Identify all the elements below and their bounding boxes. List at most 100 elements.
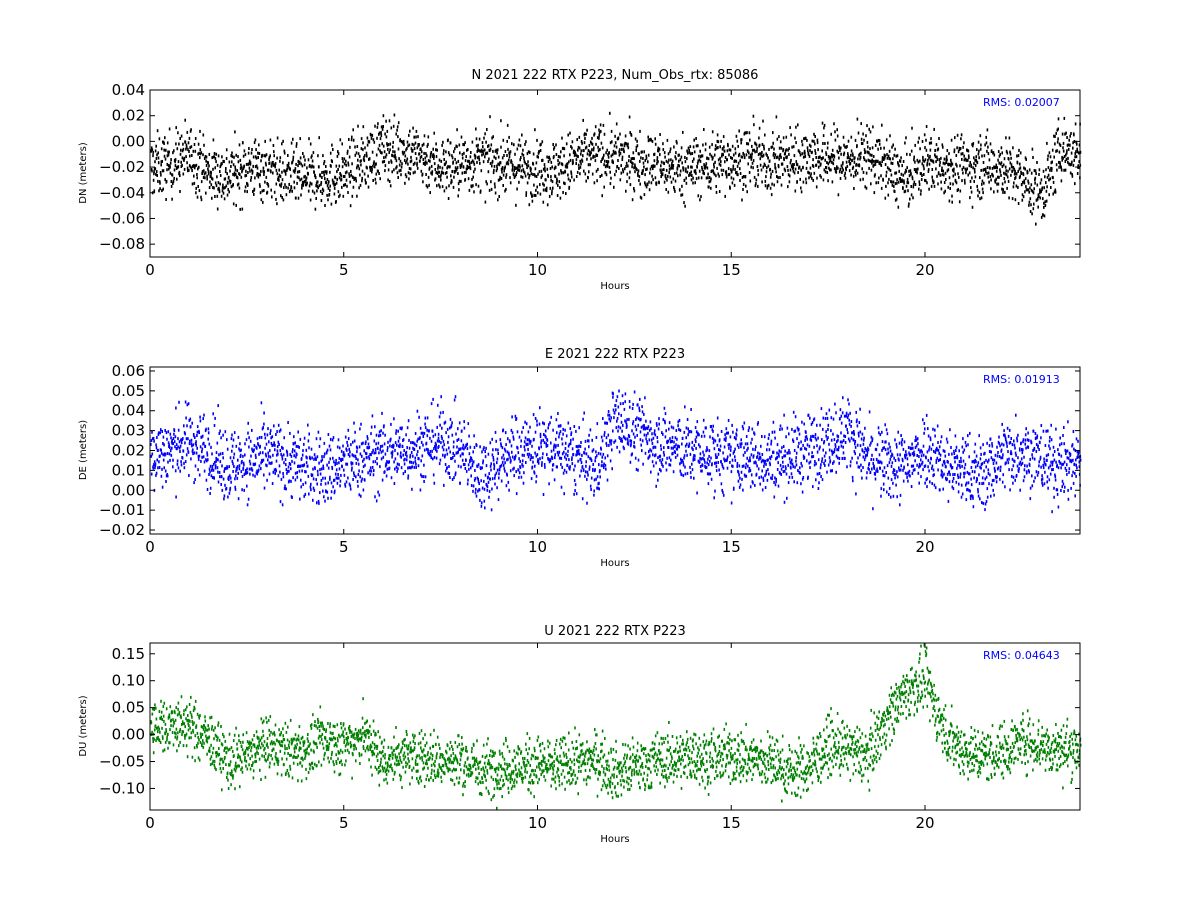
data-point <box>337 168 339 171</box>
data-point <box>897 180 900 184</box>
data-point <box>612 392 614 396</box>
data-point <box>578 146 581 150</box>
data-point <box>754 184 757 188</box>
data-point <box>593 478 596 482</box>
data-point <box>575 158 578 162</box>
data-point <box>612 149 615 153</box>
data-point <box>454 166 457 170</box>
data-point <box>359 452 362 456</box>
data-point <box>713 165 715 169</box>
data-point <box>806 138 808 142</box>
data-point <box>606 164 609 168</box>
data-point <box>580 441 582 444</box>
data-point <box>593 132 596 136</box>
data-point <box>645 437 647 441</box>
data-point <box>795 160 798 164</box>
data-point <box>547 426 549 430</box>
data-point <box>829 155 832 159</box>
data-point <box>692 145 695 149</box>
data-point <box>609 459 612 463</box>
data-point <box>740 138 743 142</box>
data-point <box>458 143 461 147</box>
data-point <box>468 159 470 163</box>
data-point <box>398 463 400 467</box>
data-point <box>252 190 254 194</box>
data-point <box>193 451 196 455</box>
data-point <box>163 142 165 145</box>
data-point <box>218 190 221 194</box>
data-point <box>756 146 758 150</box>
data-point <box>746 142 748 146</box>
data-point <box>964 167 967 171</box>
data-point <box>955 154 958 157</box>
data-point <box>596 486 598 490</box>
data-point <box>505 187 507 191</box>
data-point <box>225 157 228 160</box>
data-point <box>265 442 268 446</box>
data-point <box>468 434 470 438</box>
data-point <box>960 133 963 137</box>
data-point <box>900 172 903 176</box>
data-point <box>604 456 606 460</box>
data-point <box>240 175 243 179</box>
data-point <box>219 460 222 464</box>
data-point <box>1034 176 1037 180</box>
data-point <box>471 464 474 468</box>
data-point <box>654 445 657 449</box>
data-point <box>506 123 509 127</box>
data-point <box>591 148 593 152</box>
data-point <box>861 142 864 145</box>
data-point <box>1013 181 1015 185</box>
data-point <box>427 142 429 146</box>
data-point <box>439 411 442 415</box>
data-point <box>429 436 431 440</box>
data-point <box>588 465 591 469</box>
data-point <box>669 175 672 179</box>
data-point <box>792 169 795 173</box>
data-point <box>843 151 846 155</box>
data-point <box>482 461 484 465</box>
data-point <box>496 457 499 461</box>
data-point <box>510 428 513 432</box>
data-point <box>165 198 167 201</box>
data-point <box>685 176 687 180</box>
data-point <box>771 182 773 186</box>
data-point <box>316 469 319 473</box>
data-point <box>562 171 565 175</box>
data-point <box>869 147 871 151</box>
data-point <box>470 185 473 189</box>
data-point <box>718 174 720 178</box>
data-point <box>179 174 181 177</box>
data-point <box>368 455 370 459</box>
data-point <box>356 164 359 168</box>
data-point <box>543 441 546 445</box>
data-point <box>751 161 754 165</box>
data-point <box>366 166 368 170</box>
data-point <box>957 150 960 154</box>
data-point <box>528 203 531 207</box>
data-point <box>207 169 210 173</box>
data-point <box>578 135 581 139</box>
data-point <box>462 165 465 169</box>
data-point <box>901 179 904 183</box>
data-point <box>366 143 369 147</box>
data-point <box>697 194 700 198</box>
data-point <box>256 469 258 473</box>
data-point <box>318 461 320 465</box>
data-point <box>590 151 592 155</box>
data-point <box>293 449 296 453</box>
data-point <box>184 118 186 122</box>
data-point <box>516 147 519 151</box>
data-point <box>923 173 925 176</box>
data-point <box>523 471 525 475</box>
data-point <box>742 151 744 155</box>
data-point <box>313 453 316 457</box>
data-point <box>537 155 539 159</box>
data-point <box>326 450 328 454</box>
data-point <box>589 428 592 432</box>
data-point <box>527 447 529 451</box>
data-point <box>605 436 608 440</box>
data-point <box>521 459 524 463</box>
data-point <box>278 464 281 468</box>
data-point <box>525 193 527 197</box>
